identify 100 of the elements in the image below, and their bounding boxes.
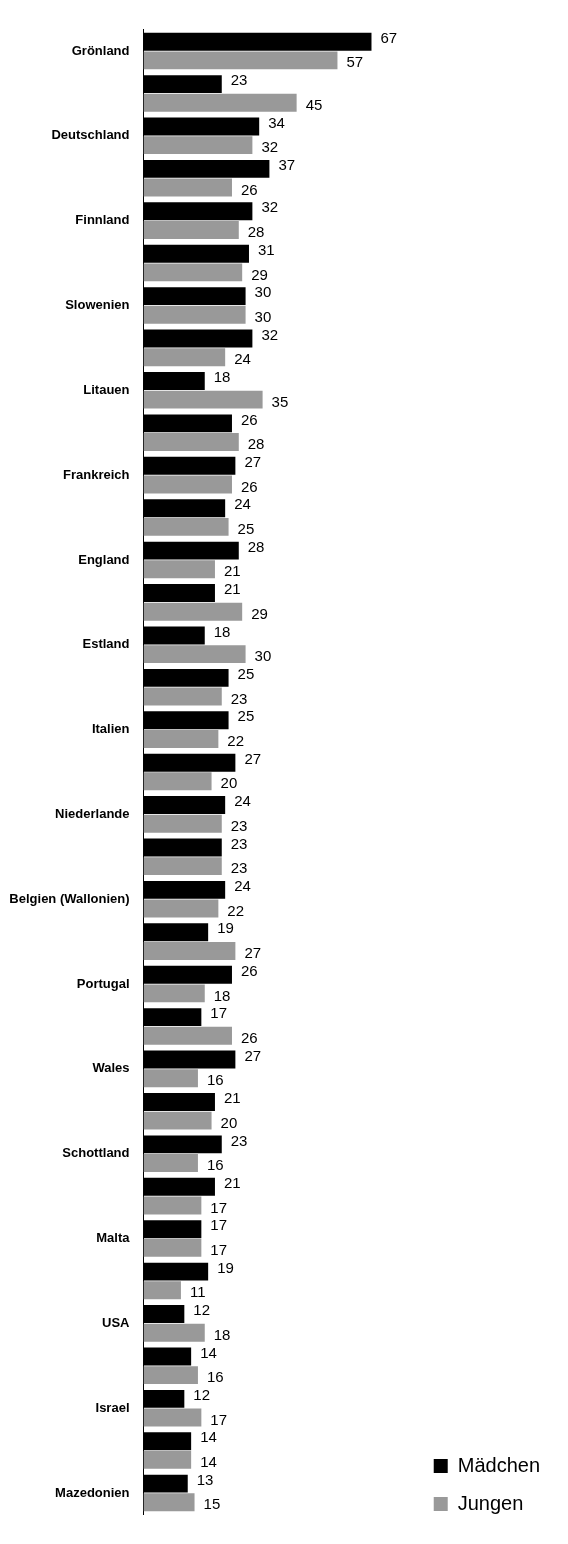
data-label: 17 [210,1198,228,1216]
bar [143,1154,198,1172]
bar [143,1366,198,1385]
bar [143,305,246,324]
data-label: 15 [203,1495,221,1513]
bar [143,1069,198,1088]
data-label: 16 [206,1156,224,1174]
data-label: 23 [230,71,248,89]
y-tick-label: Wales [92,1060,130,1076]
bar [143,475,232,494]
bar [143,602,243,621]
bar [143,390,263,409]
data-label: 19 [217,919,234,937]
data-label: 25 [237,520,255,537]
data-label: 16 [206,1368,224,1386]
bar [143,1111,212,1130]
data-label: 28 [247,537,265,555]
data-label: 27 [244,944,262,962]
data-label: 18 [213,1325,231,1343]
bar [143,814,222,833]
data-label: 22 [227,901,245,919]
data-label: 22 [227,732,245,750]
data-label: 26 [240,1028,258,1046]
y-tick-label: Litauen [83,381,130,397]
y-tick-label: Malta [96,1230,131,1246]
data-label: 23 [230,859,248,877]
bar [143,136,253,155]
y-tick-label: Grönland [71,42,130,58]
data-label: 14 [200,1343,217,1361]
y-tick-label: Israel [95,1399,130,1415]
y-tick-label: Deutschland [51,127,130,143]
y-tick-label: Frankreich [63,466,130,482]
data-label: 12 [193,1301,211,1319]
data-label: 23 [230,1131,248,1149]
bar [143,899,219,918]
data-label: 30 [254,647,272,665]
data-label: 24 [234,877,251,895]
data-label: 30 [254,307,272,325]
data-label: 30 [254,283,272,301]
bar [143,1450,192,1469]
data-label: 35 [271,392,289,410]
bar [143,857,222,876]
bar [143,178,232,197]
data-label: 25 [237,664,255,682]
data-label: 23 [230,816,248,834]
data-label: 28 [247,223,265,241]
data-label: 12 [193,1385,211,1403]
y-tick-label: USA [102,1314,131,1330]
bar [143,1238,202,1257]
data-label: 28 [247,435,265,453]
data-label: 32 [261,198,279,216]
data-label: 13 [196,1470,214,1488]
y-tick-label: Slowenien [65,297,130,313]
data-label: 27 [244,749,262,767]
bar [143,560,215,579]
bar [143,1323,205,1342]
y-tick-label: Finnland [75,212,130,228]
data-label: 37 [278,156,296,174]
data-label: 26 [240,180,258,198]
data-label: 24 [234,495,251,513]
data-label: 20 [220,1113,238,1131]
bar [143,433,239,451]
bar [143,772,212,791]
data-label: 29 [251,604,268,622]
data-label: 18 [213,986,231,1004]
data-label: 23 [230,834,248,852]
data-label: 16 [206,1071,224,1089]
data-label: 24 [234,350,251,368]
data-label: 27 [244,452,262,470]
y-tick-label: England [78,551,130,567]
legend-label: Jungen [457,1491,524,1514]
bar [143,1408,202,1427]
bar [143,1281,181,1300]
data-label: 17 [210,1004,228,1022]
data-label: 23 [230,689,248,707]
data-label: 26 [240,961,258,979]
data-label: 14 [200,1428,217,1446]
bar [143,221,239,239]
bar [143,1026,232,1045]
data-label: 18 [213,622,231,640]
legend-label: Mädchen [457,1453,541,1476]
data-label: 18 [213,368,231,386]
bar [143,263,243,282]
data-label: 57 [346,53,364,71]
y-tick-label: Italien [91,721,130,737]
data-label: 17 [210,1216,228,1234]
data-label: 34 [268,113,285,131]
data-label: 26 [240,410,258,428]
bar [143,984,205,1003]
data-label: 29 [251,265,268,283]
bar [143,645,246,664]
data-label: 45 [305,95,323,113]
bar [143,1196,202,1215]
data-label: 14 [200,1453,217,1471]
data-label: 20 [220,774,238,792]
data-label: 21 [223,580,241,598]
bar [143,729,219,748]
data-label: 21 [223,1173,241,1191]
data-label: 25 [237,707,255,725]
bar [143,348,226,367]
